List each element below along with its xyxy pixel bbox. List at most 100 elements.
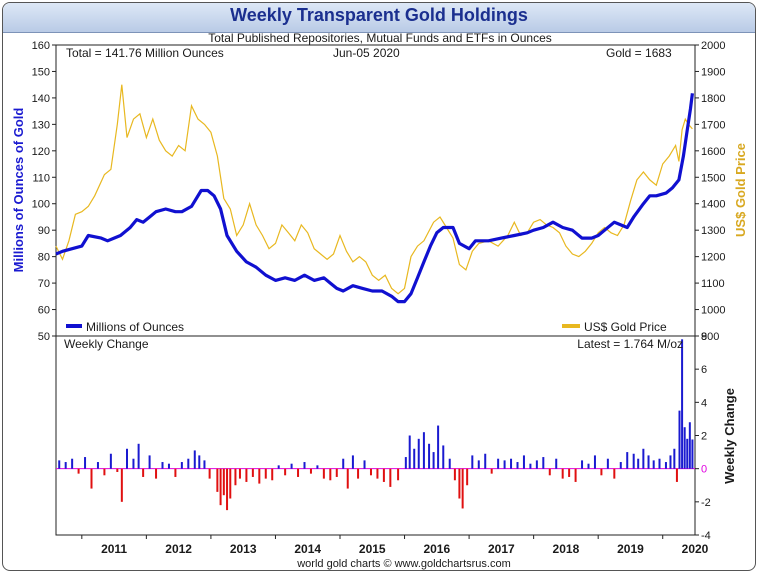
weekly-change-bar — [686, 438, 689, 469]
weekly-change-bar — [568, 468, 571, 477]
weekly-change-bar — [458, 468, 461, 499]
chart-subtitle: Total Published Repositories, Mutual Fun… — [208, 31, 552, 45]
weekly-change-bar — [148, 455, 151, 469]
weekly-change-bar — [193, 450, 196, 469]
left-tick-label: 140 — [32, 93, 50, 105]
left-axis-label: Millions of Ounces of Gold — [11, 108, 26, 273]
weekly-change-bar — [626, 452, 629, 469]
weekly-change-bar — [413, 448, 416, 469]
date-annotation: Jun-05 2020 — [333, 46, 400, 60]
right-tick-label: 1300 — [701, 225, 725, 237]
weekly-change-bar — [229, 468, 232, 499]
weekly-change-bar — [637, 458, 640, 469]
weekly-change-bar — [363, 460, 366, 469]
footer-credit: world gold charts © www.goldchartsrus.co… — [296, 558, 511, 570]
x-tick-label: 2016 — [423, 542, 450, 556]
weekly-change-bar — [161, 462, 164, 469]
weekly-change-bar — [208, 468, 211, 479]
weekly-change-bar — [174, 468, 177, 477]
weekly-change-bar — [376, 468, 379, 479]
weekly-change-bar — [417, 438, 420, 469]
weekly-change-bar — [216, 468, 219, 492]
x-tick-label: 2019 — [617, 542, 644, 556]
weekly-change-bar — [342, 458, 345, 469]
weekly-change-bar — [477, 460, 480, 469]
lower-plot-area — [55, 335, 696, 536]
weekly-change-bar — [234, 468, 237, 486]
weekly-change-bar — [691, 439, 694, 469]
left-tick-label: 60 — [38, 305, 50, 317]
weekly-change-bar — [346, 468, 349, 489]
weekly-change-bar — [167, 463, 170, 469]
upper-plot-area — [55, 44, 696, 337]
weekly-change-bar — [448, 458, 451, 469]
left-tick-label: 90 — [38, 225, 50, 237]
weekly-change-bar — [503, 460, 506, 469]
weekly-change-bar — [64, 462, 67, 469]
weekly-change-bar — [277, 465, 280, 469]
right-tick-label: 1500 — [701, 172, 725, 184]
weekly-change-bar — [264, 468, 267, 479]
weekly-change-bar — [155, 468, 158, 479]
total-annotation: Total = 141.76 Million Ounces — [66, 46, 224, 60]
weekly-change-bar — [404, 457, 407, 469]
weekly-change-bar — [77, 468, 80, 474]
weekly-change-bar — [187, 458, 190, 469]
x-tick-label: 2017 — [488, 542, 515, 556]
weekly-change-bar — [613, 468, 616, 479]
right-tick-label: 2000 — [701, 40, 725, 52]
x-tick-label: 2018 — [553, 542, 580, 556]
weekly-change-bar — [675, 468, 678, 482]
x-tick-label: 2012 — [165, 542, 192, 556]
weekly-change-bar — [309, 468, 312, 474]
legend-holdings-label: Millions of Ounces — [86, 320, 184, 334]
weekly-change-bar — [542, 457, 545, 469]
x-tick-label: 2015 — [359, 542, 386, 556]
right-axis-label: US$ Gold Price — [733, 143, 748, 237]
weekly-change-bar — [422, 432, 425, 469]
weekly-change-bar — [664, 462, 667, 469]
left-tick-label: 70 — [38, 278, 50, 290]
left-tick-label: 130 — [32, 119, 50, 131]
weekly-change-bar — [297, 468, 300, 477]
weekly-change-bar — [142, 468, 145, 477]
weekly-change-bar — [632, 453, 635, 469]
weekly-change-bar — [251, 468, 254, 477]
latest-annotation: Latest = 1.764 M/oz — [577, 337, 683, 351]
weekly-change-bar — [58, 460, 61, 469]
right-tick-label: 1800 — [701, 93, 725, 105]
left-tick-label: 110 — [32, 172, 50, 184]
gold-price-annotation: Gold = 1683 — [606, 46, 672, 60]
weekly-change-bar — [71, 458, 74, 469]
right-tick-label: 1000 — [701, 305, 725, 317]
weekly-change-bar — [84, 457, 87, 469]
weekly-change-bar — [351, 455, 354, 469]
chart-title: Weekly Transparent Gold Holdings — [230, 5, 528, 25]
weekly-change-bar — [510, 458, 513, 469]
x-tick-label: 2013 — [230, 542, 257, 556]
weekly-change-bar — [397, 468, 400, 481]
weekly-change-bar — [389, 468, 392, 487]
weekly-change-bar — [490, 468, 493, 474]
weekly-change-bar — [219, 468, 222, 506]
x-tick-label: 2014 — [294, 542, 321, 556]
weekly-change-bar — [529, 463, 532, 469]
weekly-change-bar — [581, 460, 584, 469]
right-tick-label: 1200 — [701, 252, 725, 264]
x-tick-label: 2011 — [101, 542, 127, 556]
left-tick-label: 80 — [38, 252, 50, 264]
weekly-change-bar — [647, 455, 650, 469]
weekly-tick-label: 2 — [701, 431, 707, 443]
weekly-change-bar — [222, 468, 225, 496]
weekly-change-bar — [109, 453, 112, 469]
weekly-change-bar — [555, 458, 558, 469]
weekly-change-bar — [238, 468, 241, 479]
x-tick-label: 2020 — [682, 542, 709, 556]
right-tick-label: 1400 — [701, 199, 725, 211]
right-tick-label: 1600 — [701, 146, 725, 158]
weekly-tick-label: 6 — [701, 364, 707, 376]
title-bar: Weekly Transparent Gold Holdings — [3, 3, 755, 33]
weekly-change-bar — [522, 455, 525, 469]
series-layer — [55, 84, 694, 304]
